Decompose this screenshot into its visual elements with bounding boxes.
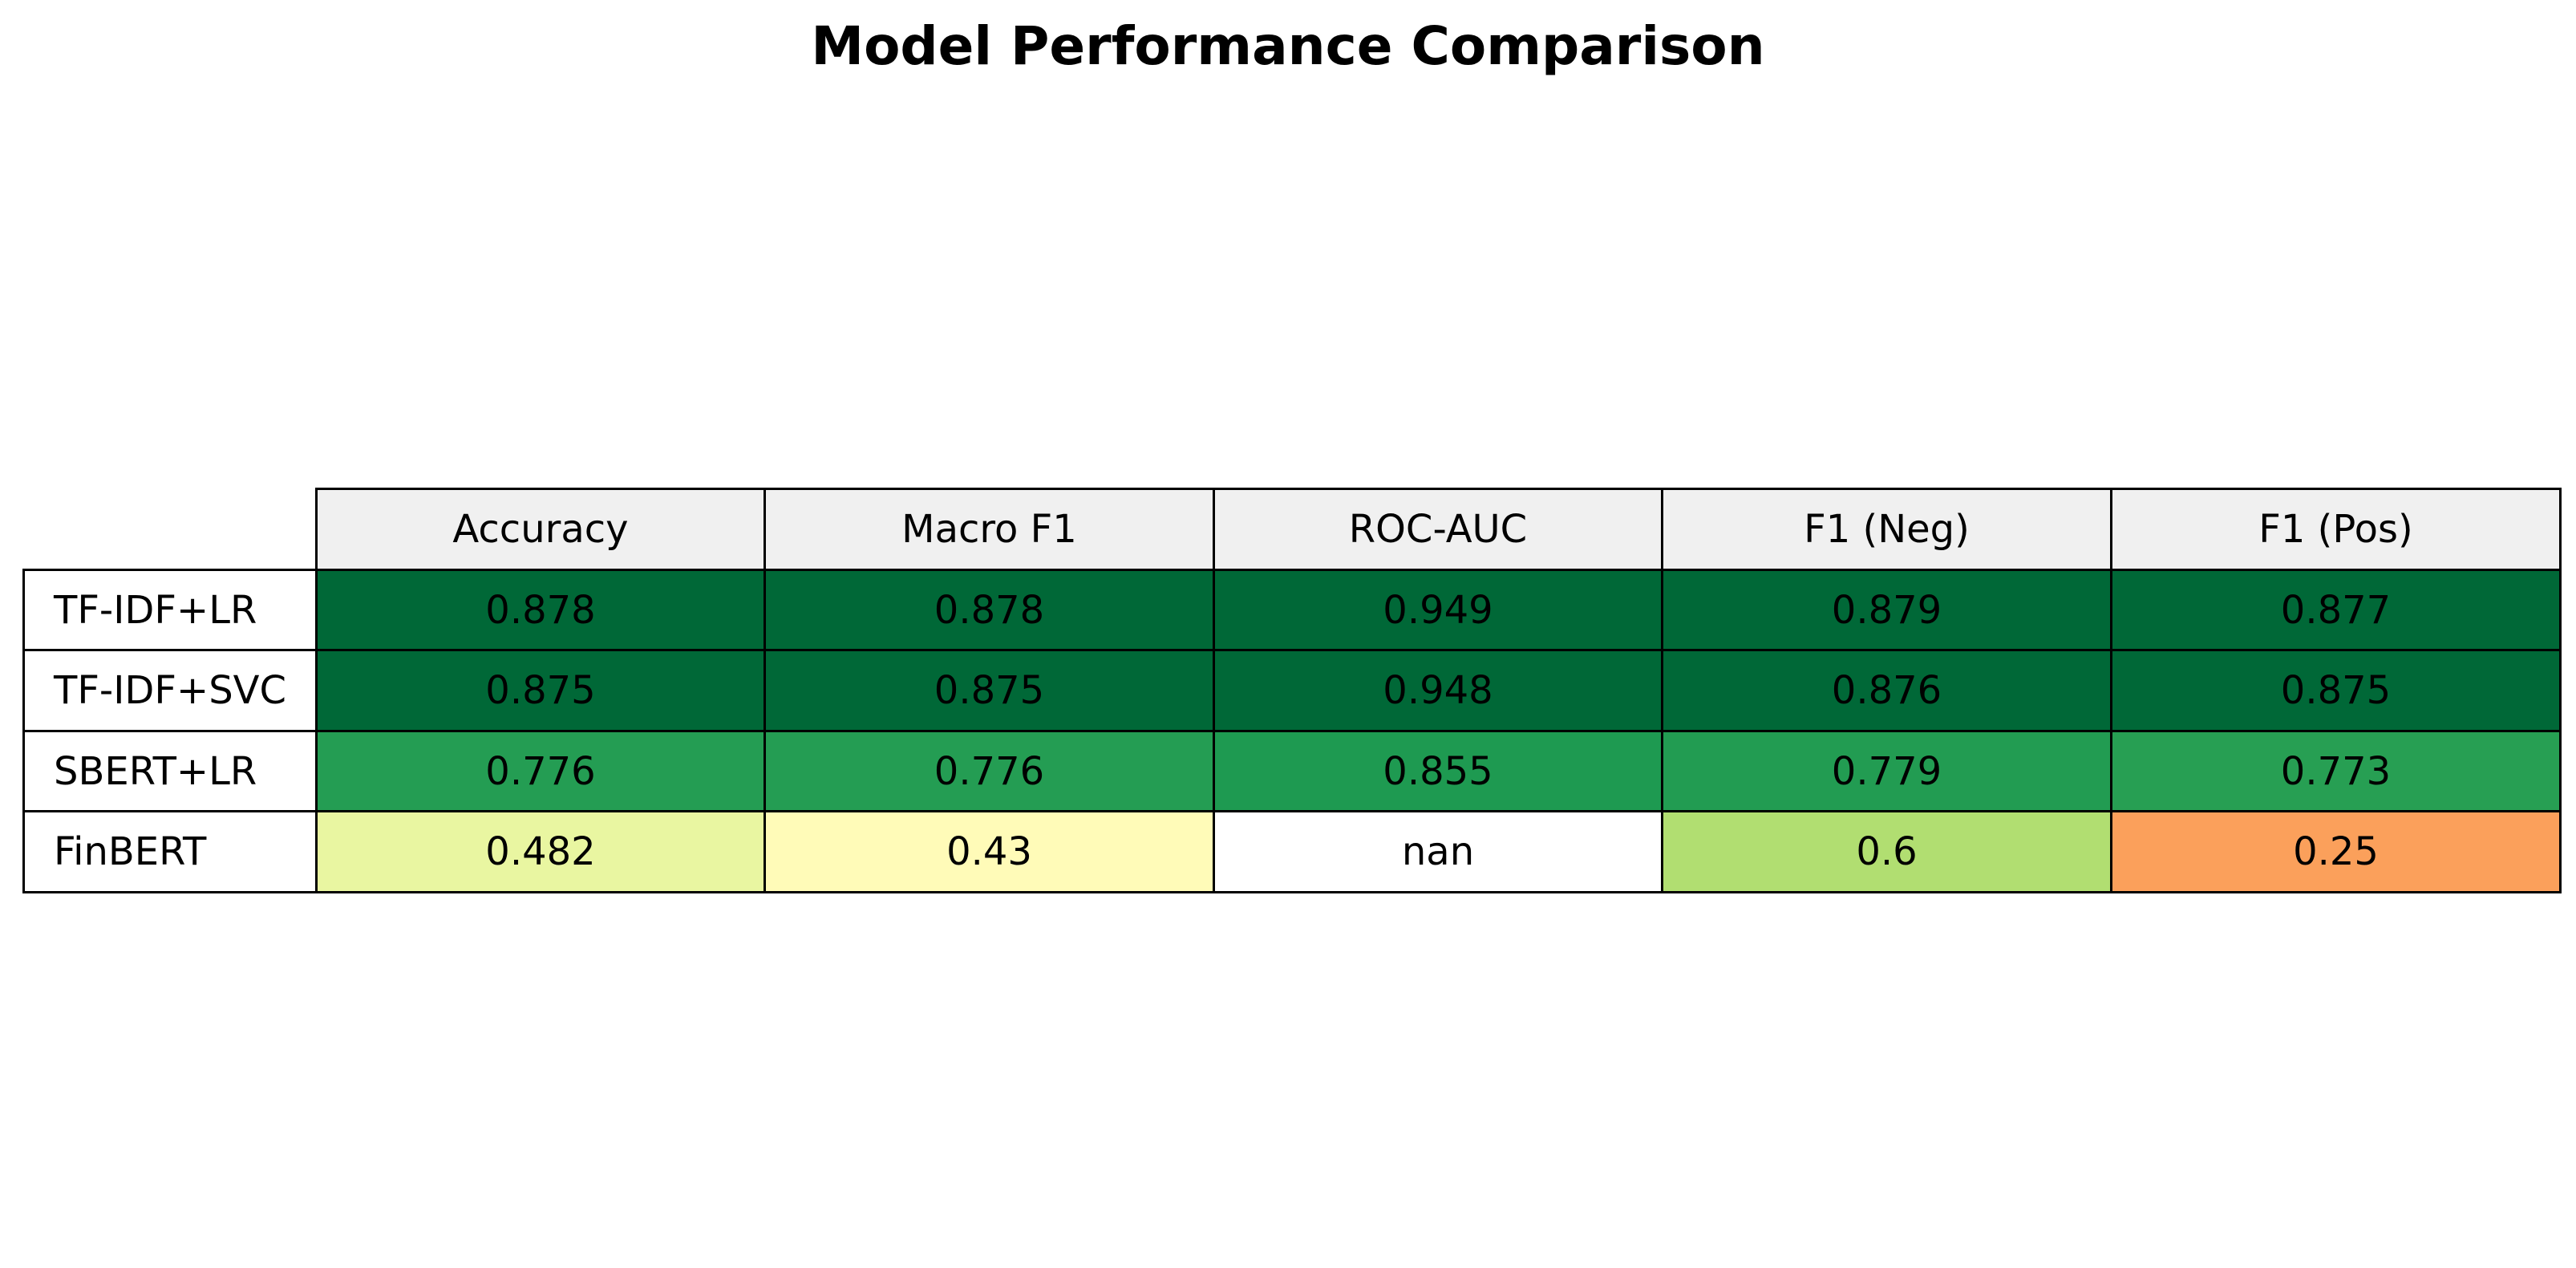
table-cell: 0.25: [2110, 810, 2562, 893]
table-cell: nan: [1213, 810, 1663, 893]
column-header: Accuracy: [315, 488, 766, 571]
table-cell: 0.878: [315, 569, 766, 651]
table-cell: 0.875: [2110, 649, 2562, 732]
table-cell: 0.875: [763, 649, 1215, 732]
table-cell: 0.949: [1213, 569, 1663, 651]
table-cell: 0.879: [1661, 569, 2112, 651]
column-header: F1 (Neg): [1661, 488, 2112, 571]
column-header: ROC-AUC: [1213, 488, 1663, 571]
table-cell: 0.877: [2110, 569, 2562, 651]
table-cell: 0.773: [2110, 730, 2562, 812]
row-label: SBERT+LR: [22, 730, 318, 812]
table-cell: 0.776: [763, 730, 1215, 812]
table-cell: 0.482: [315, 810, 766, 893]
table-cell: 0.779: [1661, 730, 2112, 812]
row-label: TF-IDF+SVC: [22, 649, 318, 732]
table-cell: 0.776: [315, 730, 766, 812]
chart-title: Model Performance Comparison: [811, 15, 1765, 77]
column-header: F1 (Pos): [2110, 488, 2562, 571]
row-label: TF-IDF+LR: [22, 569, 318, 651]
row-label: FinBERT: [22, 810, 318, 893]
table-cell: 0.878: [763, 569, 1215, 651]
table-cell: 0.948: [1213, 649, 1663, 732]
column-header: Macro F1: [763, 488, 1215, 571]
table-cell: 0.875: [315, 649, 766, 732]
table-cell: 0.855: [1213, 730, 1663, 812]
table-cell: 0.6: [1661, 810, 2112, 893]
table-cell: 0.43: [763, 810, 1215, 893]
table-cell: 0.876: [1661, 649, 2112, 732]
